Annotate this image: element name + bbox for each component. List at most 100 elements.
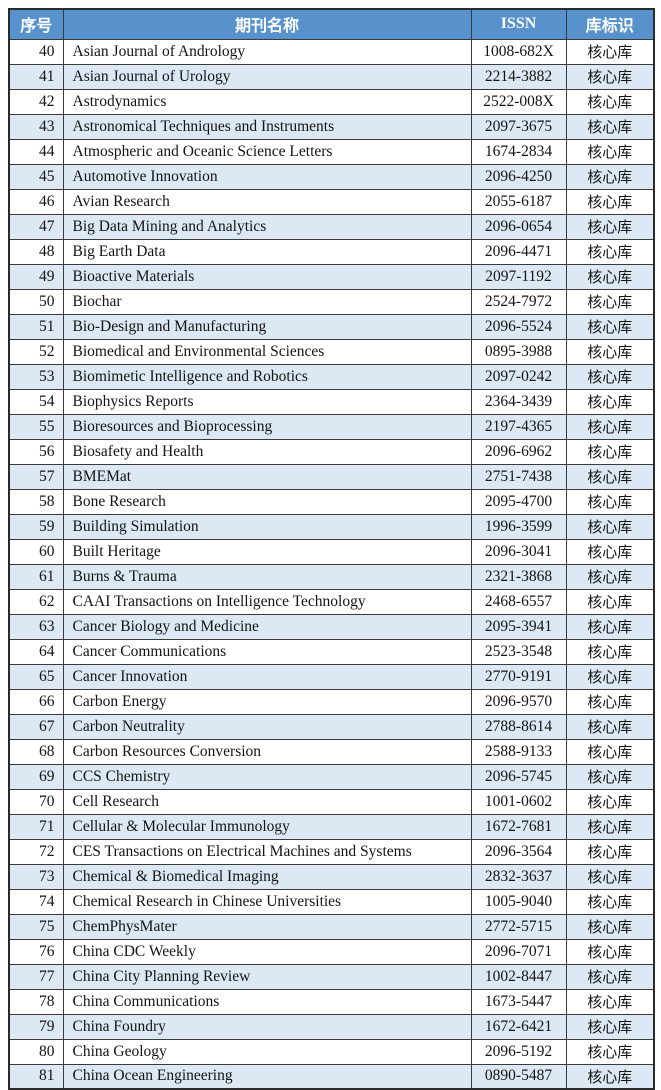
cell-library-tag: 核心库 [565,263,655,290]
cell-issn: 1001-0602 [470,788,567,815]
cell-issn: 2788-8614 [470,713,567,740]
table-row: 66 Carbon Energy 2096-9570 核心库 [8,688,655,715]
cell-serial-number: 49 [8,263,64,290]
cell-serial-number: 51 [8,313,64,340]
cell-issn: 2096-3041 [470,538,567,565]
cell-issn: 2096-0654 [470,213,567,240]
cell-library-tag: 核心库 [565,788,655,815]
header-journal-name: 期刊名称 [62,8,472,40]
cell-issn: 1008-682X [470,38,567,65]
table-row: 64 Cancer Communications 2523-3548 核心库 [8,638,655,665]
cell-issn: 2214-3882 [470,63,567,90]
cell-journal-name: Biomedical and Environmental Sciences [62,338,472,365]
cell-journal-name: CES Transactions on Electrical Machines … [62,838,472,865]
cell-issn: 1672-7681 [470,813,567,840]
cell-library-tag: 核心库 [565,338,655,365]
cell-serial-number: 46 [8,188,64,215]
table-row: 55 Bioresources and Bioprocessing 2197-4… [8,413,655,440]
cell-issn: 2095-4700 [470,488,567,515]
cell-library-tag: 核心库 [565,713,655,740]
cell-journal-name: Carbon Neutrality [62,713,472,740]
table-row: 51 Bio-Design and Manufacturing 2096-552… [8,313,655,340]
cell-issn: 2097-0242 [470,363,567,390]
cell-serial-number: 72 [8,838,64,865]
cell-issn: 2751-7438 [470,463,567,490]
cell-journal-name: Bioactive Materials [62,263,472,290]
cell-library-tag: 核心库 [565,238,655,265]
cell-library-tag: 核心库 [565,463,655,490]
cell-journal-name: Biomimetic Intelligence and Robotics [62,363,472,390]
table-row: 81 China Ocean Engineering 0890-5487 核心库 [8,1063,655,1090]
cell-library-tag: 核心库 [565,938,655,965]
cell-journal-name: China Foundry [62,1013,472,1040]
cell-issn: 1996-3599 [470,513,567,540]
cell-issn: 1005-9040 [470,888,567,915]
table-row: 44 Atmospheric and Oceanic Science Lette… [8,138,655,165]
table-row: 80 China Geology 2096-5192 核心库 [8,1038,655,1065]
cell-library-tag: 核心库 [565,1063,655,1090]
cell-library-tag: 核心库 [565,313,655,340]
table-row: 67 Carbon Neutrality 2788-8614 核心库 [8,713,655,740]
cell-serial-number: 69 [8,763,64,790]
cell-journal-name: Astrodynamics [62,88,472,115]
cell-library-tag: 核心库 [565,513,655,540]
cell-issn: 1672-6421 [470,1013,567,1040]
cell-issn: 0890-5487 [470,1063,567,1090]
cell-serial-number: 67 [8,713,64,740]
cell-library-tag: 核心库 [565,388,655,415]
cell-journal-name: Automotive Innovation [62,163,472,190]
cell-issn: 2522-008X [470,88,567,115]
cell-issn: 2096-4471 [470,238,567,265]
cell-library-tag: 核心库 [565,138,655,165]
cell-issn: 2468-6557 [470,588,567,615]
cell-serial-number: 53 [8,363,64,390]
cell-library-tag: 核心库 [565,838,655,865]
cell-library-tag: 核心库 [565,88,655,115]
table-row: 43 Astronomical Techniques and Instrumen… [8,113,655,140]
cell-journal-name: CAAI Transactions on Intelligence Techno… [62,588,472,615]
cell-serial-number: 54 [8,388,64,415]
cell-serial-number: 70 [8,788,64,815]
cell-issn: 2055-6187 [470,188,567,215]
table-row: 78 China Communications 1673-5447 核心库 [8,988,655,1015]
cell-journal-name: Big Data Mining and Analytics [62,213,472,240]
table-row: 63 Cancer Biology and Medicine 2095-3941… [8,613,655,640]
cell-issn: 2588-9133 [470,738,567,765]
cell-journal-name: Cancer Innovation [62,663,472,690]
cell-journal-name: Biophysics Reports [62,388,472,415]
table-row: 61 Burns & Trauma 2321-3868 核心库 [8,563,655,590]
cell-journal-name: Asian Journal of Andrology [62,38,472,65]
cell-journal-name: Biosafety and Health [62,438,472,465]
cell-library-tag: 核心库 [565,188,655,215]
cell-issn: 2096-7071 [470,938,567,965]
cell-journal-name: Astronomical Techniques and Instruments [62,113,472,140]
table-row: 76 China CDC Weekly 2096-7071 核心库 [8,938,655,965]
cell-library-tag: 核心库 [565,688,655,715]
table-body: 40 Asian Journal of Andrology 1008-682X … [8,38,655,1090]
cell-library-tag: 核心库 [565,413,655,440]
cell-serial-number: 75 [8,913,64,940]
cell-journal-name: China CDC Weekly [62,938,472,965]
cell-issn: 2772-5715 [470,913,567,940]
cell-issn: 2832-3637 [470,863,567,890]
cell-library-tag: 核心库 [565,613,655,640]
cell-issn: 1002-8447 [470,963,567,990]
cell-journal-name: China Communications [62,988,472,1015]
cell-library-tag: 核心库 [565,363,655,390]
table-row: 48 Big Earth Data 2096-4471 核心库 [8,238,655,265]
table-row: 58 Bone Research 2095-4700 核心库 [8,488,655,515]
cell-issn: 2095-3941 [470,613,567,640]
cell-serial-number: 42 [8,88,64,115]
cell-journal-name: China Geology [62,1038,472,1065]
cell-serial-number: 48 [8,238,64,265]
cell-serial-number: 56 [8,438,64,465]
cell-issn: 2321-3868 [470,563,567,590]
cell-journal-name: Carbon Resources Conversion [62,738,472,765]
cell-issn: 2524-7972 [470,288,567,315]
table-row: 60 Built Heritage 2096-3041 核心库 [8,538,655,565]
cell-serial-number: 80 [8,1038,64,1065]
cell-serial-number: 77 [8,963,64,990]
cell-library-tag: 核心库 [565,863,655,890]
cell-library-tag: 核心库 [565,738,655,765]
cell-journal-name: China City Planning Review [62,963,472,990]
